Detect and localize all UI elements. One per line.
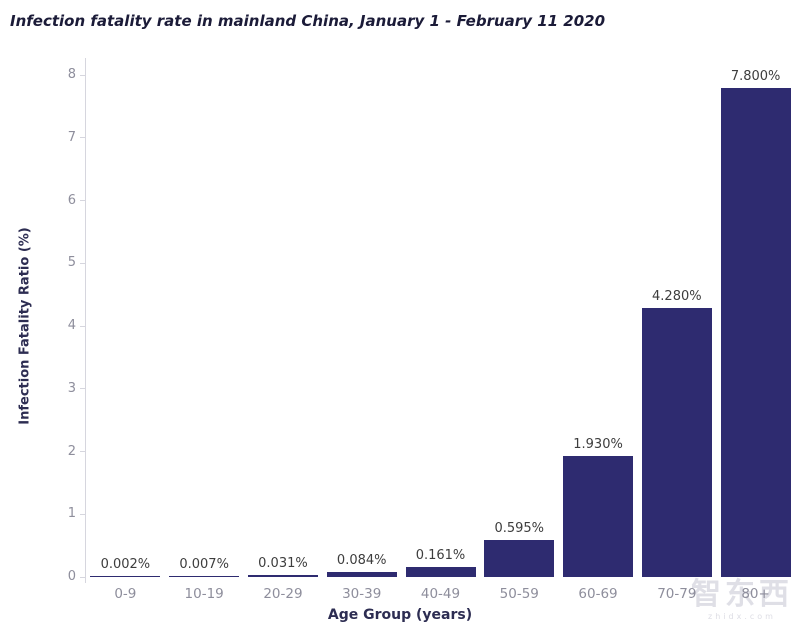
y-tick-mark	[80, 74, 86, 76]
bar-value-label: 0.007%	[179, 557, 229, 572]
y-tick-label: 3	[67, 380, 76, 396]
y-axis-line	[85, 58, 86, 583]
y-tick-label: 6	[67, 192, 76, 208]
x-axis-title: Age Group (years)	[327, 607, 473, 623]
x-category-label-80+: 80+	[741, 586, 770, 602]
x-category-label-0-9: 0-9	[114, 586, 137, 602]
bar-60-69[interactable]	[563, 456, 634, 577]
y-tick-label: 7	[67, 129, 76, 145]
y-tick-mark	[80, 325, 86, 327]
x-category-label-10-19: 10-19	[184, 586, 224, 602]
bar-value-label: 0.595%	[494, 521, 545, 536]
bar-20-29[interactable]	[247, 575, 318, 577]
bar-50-59[interactable]	[484, 540, 555, 577]
bar-value-label: 0.161%	[415, 548, 466, 563]
bar-70-79[interactable]	[641, 308, 712, 577]
y-axis-title: Infection Fatality Ratio (%)	[17, 227, 33, 425]
x-category-label-40-49: 40-49	[420, 586, 461, 602]
bar-value-label: 7.800%	[730, 69, 781, 84]
bar-value-label: 0.031%	[258, 556, 308, 571]
y-tick-label: 8	[67, 67, 76, 82]
y-tick-mark	[80, 200, 86, 201]
bar-0-9[interactable]	[90, 576, 161, 577]
bar-value-label: 0.002%	[100, 557, 151, 572]
y-tick-mark	[80, 513, 86, 515]
y-tick-mark	[80, 451, 86, 452]
x-category-label-50-59: 50-59	[499, 586, 539, 602]
y-tick-label: 2	[67, 443, 76, 459]
y-tick-mark	[80, 137, 86, 139]
y-tick-label: 4	[67, 318, 76, 333]
bar-80+[interactable]	[720, 88, 791, 577]
x-category-label-70-79: 70-79	[657, 586, 697, 602]
bar-40-49[interactable]	[405, 567, 476, 577]
bar-value-label: 4.280%	[652, 289, 702, 304]
x-category-label-30-39: 30-39	[342, 586, 382, 602]
bar-value-label: 1.930%	[573, 437, 623, 452]
y-tick-mark	[80, 262, 86, 264]
bar-value-label: 0.084%	[336, 553, 387, 568]
bar-30-39[interactable]	[326, 572, 397, 577]
y-tick-label: 1	[67, 506, 76, 522]
x-category-label-20-29: 20-29	[263, 586, 303, 602]
x-category-label-60-69: 60-69	[578, 586, 618, 602]
y-tick-mark	[80, 388, 86, 390]
y-tick-label: 5	[67, 255, 76, 271]
y-tick-label: 0	[67, 569, 76, 584]
bar-10-19[interactable]	[169, 576, 240, 577]
y-tick-mark	[80, 576, 86, 578]
chart-title: Infection fatality rate in mainland Chin…	[10, 12, 606, 30]
